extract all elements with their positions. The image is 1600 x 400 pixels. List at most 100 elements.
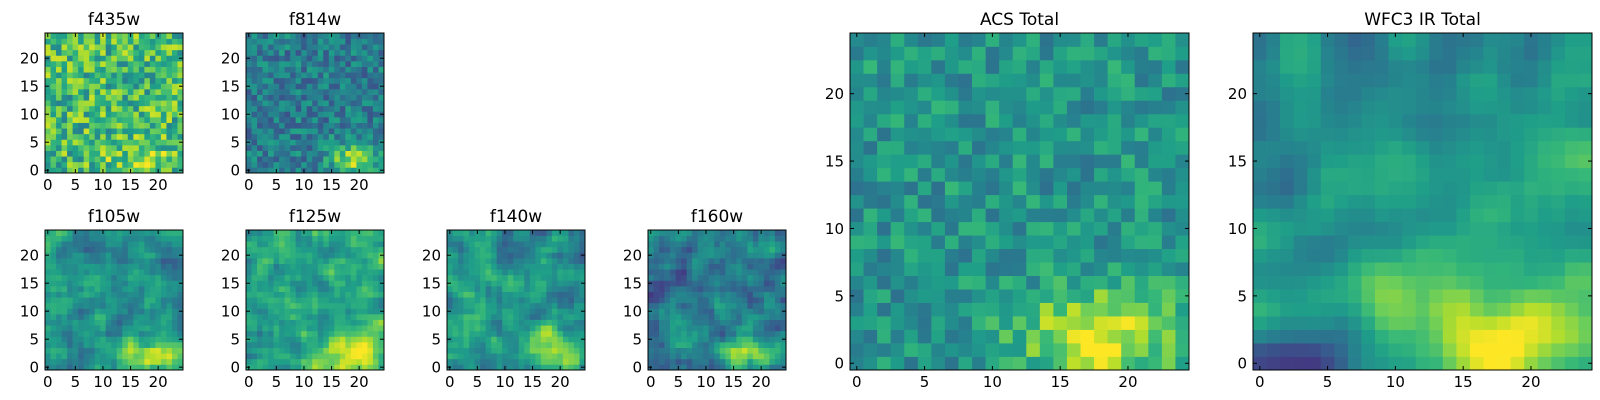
heatmap-cell — [535, 353, 542, 360]
heatmap-cell — [697, 269, 704, 276]
heatmap-cell — [1293, 194, 1308, 209]
heatmap-cell — [1442, 167, 1457, 182]
heatmap-cell — [535, 325, 542, 332]
heatmap-cell — [334, 145, 341, 151]
heatmap-cell — [323, 297, 330, 304]
heatmap-cell — [999, 235, 1014, 250]
heatmap-cell — [295, 330, 302, 337]
heatmap-cell — [469, 235, 475, 242]
heatmap-cell — [1175, 248, 1190, 263]
heatmap-cell — [61, 61, 68, 67]
heatmap-cell — [502, 258, 509, 264]
heatmap-cell — [100, 77, 107, 84]
heatmap-cell — [257, 325, 263, 332]
heatmap-cell — [850, 73, 864, 88]
heatmap-cell — [94, 117, 101, 123]
heatmap-cell — [166, 314, 173, 320]
heatmap-cell — [850, 289, 864, 303]
heatmap-cell — [56, 364, 62, 371]
heatmap-cell — [378, 122, 385, 129]
heatmap-cell — [1320, 289, 1335, 303]
heatmap-cell — [780, 302, 787, 309]
heatmap-cell — [279, 246, 285, 253]
heatmap-cell — [769, 308, 776, 315]
heatmap-cell — [149, 286, 156, 292]
heatmap-cell — [664, 330, 671, 337]
heatmap-cell — [551, 274, 558, 281]
heatmap-cell — [279, 241, 285, 248]
plot-frame — [245, 229, 385, 371]
heatmap-cell — [177, 353, 184, 360]
heatmap-cell — [105, 235, 112, 242]
heatmap-cell — [741, 291, 748, 298]
heatmap-cell — [480, 308, 486, 315]
heatmap-cell — [116, 325, 123, 332]
heatmap-cell — [78, 291, 84, 298]
heatmap-cell — [1537, 329, 1552, 344]
heatmap-cell — [50, 167, 57, 174]
heatmap-cell — [268, 269, 274, 276]
heatmap-cell — [127, 297, 134, 304]
heatmap-cell — [1551, 329, 1566, 344]
heatmap-cell — [1347, 167, 1362, 182]
heatmap-cell — [944, 154, 959, 169]
heatmap-cell — [350, 133, 357, 140]
heatmap-cell — [944, 235, 959, 250]
heatmap-cell — [356, 128, 363, 135]
heatmap-cell — [284, 105, 291, 112]
heatmap-cell — [496, 330, 503, 337]
heatmap-cell — [284, 325, 291, 332]
heatmap-cell — [345, 347, 352, 354]
heatmap-cell — [1402, 329, 1417, 344]
heatmap-cell — [648, 269, 654, 276]
heatmap-cell — [372, 358, 379, 365]
heatmap-cell — [972, 154, 986, 169]
heatmap-cell — [295, 167, 302, 174]
heatmap-cell — [485, 241, 492, 248]
heatmap-cell — [111, 167, 118, 174]
heatmap-cell — [279, 167, 285, 174]
heatmap-cell — [111, 230, 118, 236]
heatmap-cell — [323, 33, 330, 39]
heatmap-cell — [323, 77, 330, 84]
heatmap-cell — [719, 241, 726, 248]
heatmap-cell — [144, 33, 151, 39]
heatmap-cell — [763, 302, 770, 309]
heatmap-cell — [50, 319, 57, 326]
heatmap-cell — [133, 308, 140, 315]
heatmap-cell — [1066, 221, 1081, 236]
heatmap-cell — [562, 280, 569, 287]
heatmap-cell — [295, 128, 302, 135]
heatmap-cell — [67, 145, 73, 151]
heatmap-cell — [1280, 356, 1295, 371]
heatmap-cell — [1012, 235, 1027, 250]
heatmap-cell — [1134, 262, 1149, 276]
heatmap-cell — [155, 353, 162, 360]
heatmap-cell — [546, 319, 553, 326]
heatmap-cell — [45, 347, 51, 354]
heatmap-cell — [295, 241, 302, 248]
heatmap-cell — [317, 314, 324, 320]
heatmap-cell — [485, 325, 492, 332]
heatmap-cell — [507, 269, 514, 276]
heatmap-cell — [45, 156, 51, 163]
heatmap-cell — [1080, 59, 1095, 74]
heatmap-cell — [1415, 235, 1430, 250]
heatmap-cell — [279, 325, 285, 332]
heatmap-cell — [904, 289, 919, 303]
heatmap-cell — [469, 241, 475, 248]
heatmap-cell — [1161, 235, 1176, 250]
heatmap-cell — [111, 156, 118, 163]
heatmap-cell — [972, 275, 986, 290]
heatmap-cell — [160, 33, 167, 39]
heatmap-cell — [546, 269, 553, 276]
heatmap-cell — [100, 122, 107, 129]
heatmap-cell — [1266, 167, 1281, 182]
y-tick-label: 0 — [431, 359, 441, 377]
heatmap-cell — [372, 252, 379, 259]
heatmap-cell — [1578, 181, 1593, 196]
heatmap-cell — [166, 246, 173, 253]
heatmap-cell — [502, 336, 509, 343]
heatmap-cell — [485, 252, 492, 259]
heatmap-cell — [138, 161, 145, 168]
